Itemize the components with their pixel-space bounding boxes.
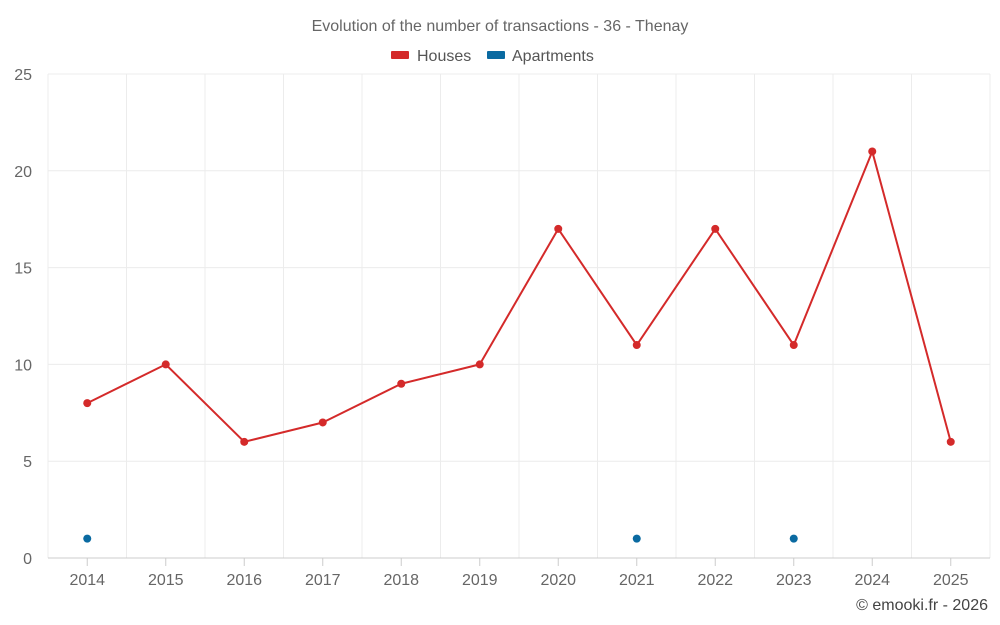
x-tick-label: 2023	[776, 572, 812, 589]
legend-swatch-apartments[interactable]	[487, 51, 505, 59]
x-tick-label: 2014	[69, 572, 105, 589]
y-tick-label: 10	[14, 357, 32, 374]
x-tick-label: 2024	[854, 572, 890, 589]
x-tick-label: 2019	[462, 572, 498, 589]
legend-label-houses[interactable]: Houses	[417, 48, 471, 65]
x-tick-label: 2016	[226, 572, 262, 589]
data-point-houses[interactable]	[240, 437, 249, 446]
x-tick-label: 2022	[697, 572, 733, 589]
data-point-houses[interactable]	[946, 437, 955, 446]
x-tick-label: 2015	[148, 572, 184, 589]
x-tick-label: 2017	[305, 572, 341, 589]
data-point-houses[interactable]	[475, 360, 484, 369]
data-point-houses[interactable]	[318, 418, 327, 427]
series-houses	[83, 147, 955, 446]
grid	[47, 73, 991, 559]
x-tick-label: 2020	[540, 572, 576, 589]
y-tick-label: 25	[14, 67, 32, 84]
series	[83, 147, 955, 543]
series-line-houses	[86, 150, 952, 443]
y-tick-label: 15	[14, 261, 32, 278]
data-point-apartments[interactable]	[789, 534, 798, 543]
data-point-apartments[interactable]	[83, 534, 92, 543]
data-point-houses[interactable]	[868, 147, 877, 156]
data-point-houses[interactable]	[83, 399, 92, 408]
data-point-apartments[interactable]	[632, 534, 641, 543]
legend-label-apartments[interactable]: Apartments	[512, 48, 594, 65]
legend-swatch-houses[interactable]	[391, 51, 409, 59]
data-point-houses[interactable]	[161, 360, 170, 369]
data-point-houses[interactable]	[554, 224, 563, 233]
x-tick-label: 2018	[383, 572, 419, 589]
y-tick-label: 5	[23, 454, 32, 471]
data-point-houses[interactable]	[711, 224, 720, 233]
legend: Houses Apartments	[391, 48, 594, 65]
data-point-houses[interactable]	[632, 341, 641, 350]
series-apartments	[83, 534, 798, 543]
data-point-houses[interactable]	[789, 341, 798, 350]
x-tick-label: 2025	[933, 572, 969, 589]
y-tick-label: 0	[23, 551, 32, 568]
y-tick-label: 20	[14, 164, 32, 181]
x-tick-label: 2021	[619, 572, 655, 589]
data-point-houses[interactable]	[397, 379, 406, 388]
credit-text: © emooki.fr - 2026	[856, 597, 988, 614]
chart-title: Evolution of the number of transactions …	[312, 18, 689, 35]
